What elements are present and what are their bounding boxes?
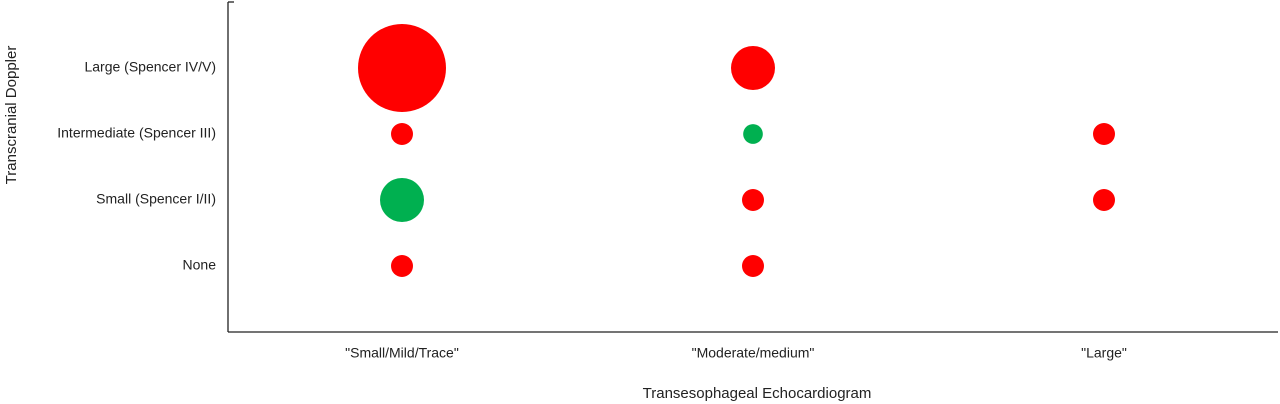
y-tick-label: Intermediate (Spencer III) bbox=[57, 125, 216, 141]
y-tick-label: None bbox=[183, 257, 217, 273]
y-tick-label: Large (Spencer IV/V) bbox=[84, 59, 216, 75]
bubble bbox=[1093, 123, 1115, 145]
bubble bbox=[731, 46, 775, 90]
y-axis-title: Transcranial Doppler bbox=[3, 46, 20, 185]
x-tick-label: "Large" bbox=[1081, 345, 1127, 361]
x-tick-label: "Moderate/medium" bbox=[692, 345, 815, 361]
x-axis-title: Transesophageal Echocardiogram bbox=[643, 385, 872, 402]
y-tick-label: Small (Spencer I/II) bbox=[96, 191, 216, 207]
bubble bbox=[1093, 189, 1115, 211]
bubble bbox=[742, 255, 764, 277]
bubble bbox=[742, 189, 764, 211]
bubble bbox=[380, 178, 424, 222]
bubble bbox=[391, 255, 413, 277]
bubble bbox=[391, 123, 413, 145]
bubble bbox=[743, 124, 763, 144]
x-tick-label: "Small/Mild/Trace" bbox=[345, 345, 459, 361]
bubble bbox=[358, 24, 446, 112]
